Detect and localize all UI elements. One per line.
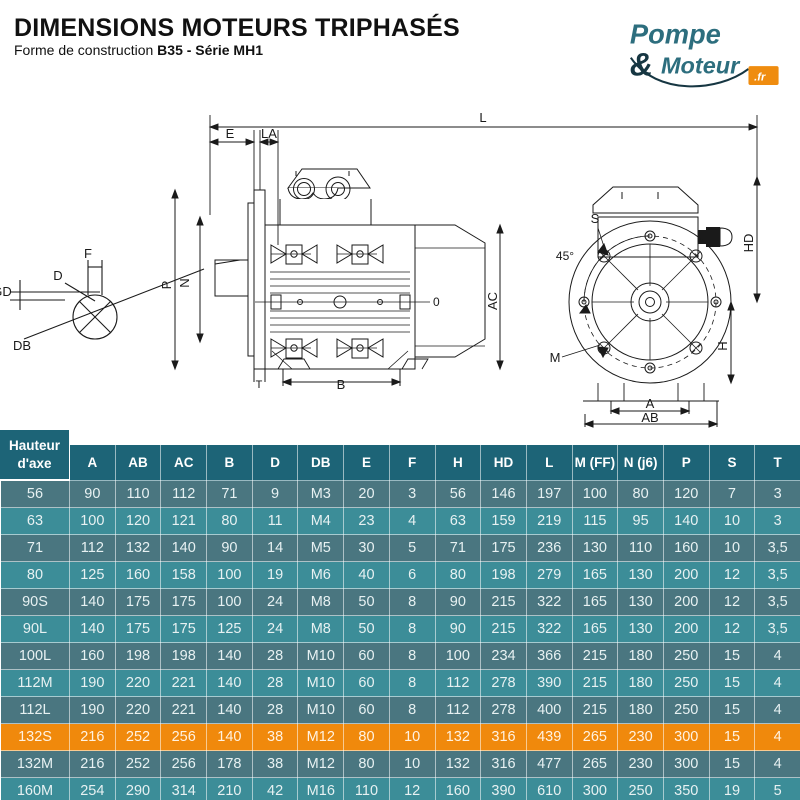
svg-text:DB: DB xyxy=(13,338,31,353)
svg-text:D: D xyxy=(53,268,62,283)
svg-text:B: B xyxy=(337,377,346,392)
svg-text:AC: AC xyxy=(485,292,500,310)
svg-text:N: N xyxy=(177,278,192,287)
svg-text:M: M xyxy=(550,350,561,365)
svg-text:LA: LA xyxy=(261,126,277,141)
svg-text:.fr: .fr xyxy=(754,71,766,83)
svg-text:T: T xyxy=(256,379,263,391)
svg-text:L: L xyxy=(479,110,486,125)
svg-text:AB: AB xyxy=(641,410,658,425)
svg-text:A: A xyxy=(646,396,655,411)
svg-text:H: H xyxy=(715,341,730,350)
svg-text:&: & xyxy=(630,47,653,83)
svg-text:HD: HD xyxy=(741,234,756,253)
svg-text:45°: 45° xyxy=(556,249,574,263)
svg-text:E: E xyxy=(226,126,235,141)
svg-text:GD: GD xyxy=(0,284,12,299)
svg-text:0: 0 xyxy=(433,295,440,309)
svg-text:S: S xyxy=(591,211,600,226)
svg-text:Pompe: Pompe xyxy=(630,19,721,50)
svg-text:Moteur: Moteur xyxy=(661,53,741,79)
svg-text:F: F xyxy=(84,246,92,261)
